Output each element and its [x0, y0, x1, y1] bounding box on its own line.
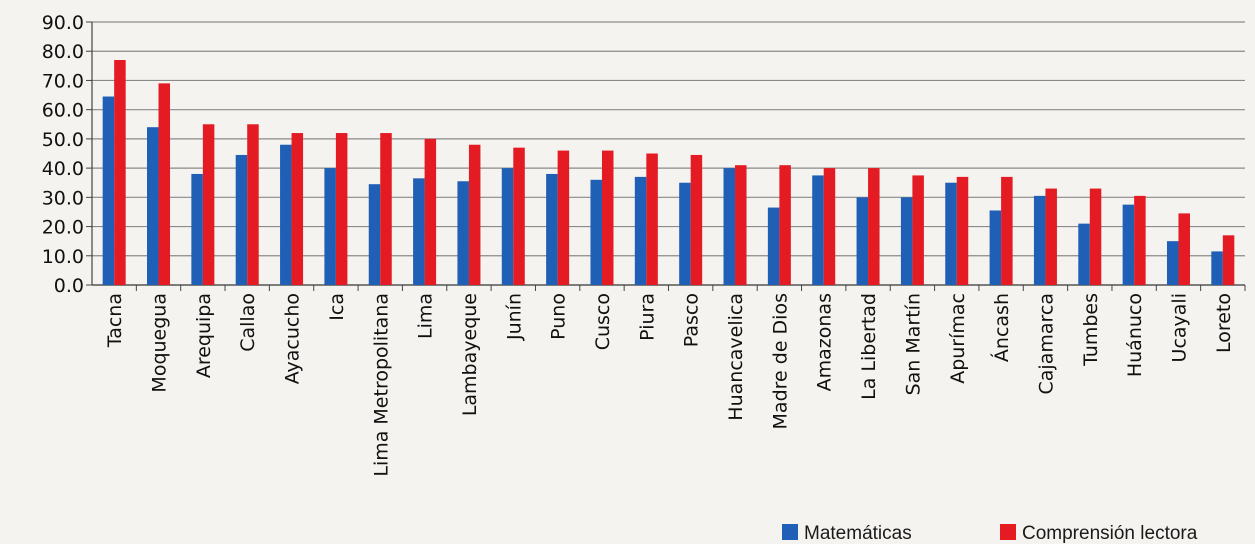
bar-matematicas-20	[989, 210, 1002, 285]
bar-comprension-0	[114, 59, 126, 285]
bar-comprension-11	[601, 150, 614, 285]
bar-matematicas-0	[102, 96, 115, 286]
bar-comprension-8	[468, 144, 481, 285]
bar-comprension-4	[291, 133, 304, 285]
bar-matematicas-2	[191, 173, 203, 285]
y-tick-label: 80.0	[42, 41, 84, 63]
category-label: Ica	[326, 293, 348, 321]
bar-comprension-14	[735, 165, 747, 285]
bar-matematicas-13	[679, 182, 691, 285]
bar-comprension-16	[823, 168, 836, 285]
bar-comprension-17	[868, 168, 880, 285]
category-label: Amazonas	[814, 293, 836, 391]
category-label: Tumbes	[1080, 293, 1102, 367]
bar-matematicas-9	[501, 168, 514, 285]
y-tick-label: 40.0	[42, 158, 84, 180]
bar-matematicas-21	[1033, 195, 1046, 285]
bar-comprension-21	[1045, 188, 1057, 285]
category-label: Ucayali	[1168, 293, 1190, 362]
bar-matematicas-12	[634, 176, 647, 285]
bar-matematicas-19	[945, 182, 957, 285]
bar-matematicas-4	[280, 144, 292, 285]
bar-comprension-3	[247, 124, 259, 286]
category-label: Áncash	[990, 293, 1013, 362]
legend-swatch-comprension	[1000, 524, 1016, 540]
bar-comprension-19	[956, 176, 969, 285]
bar-comprension-10	[557, 150, 570, 285]
category-label: Apurímac	[947, 293, 969, 384]
bar-comprension-22	[1089, 188, 1102, 285]
category-label: Arequipa	[193, 293, 215, 378]
bar-matematicas-23	[1122, 204, 1135, 285]
bar-matematicas-8	[457, 181, 469, 285]
bar-matematicas-22	[1078, 223, 1090, 285]
y-tick-label: 50.0	[42, 129, 84, 151]
category-label: San Martín	[902, 293, 924, 395]
y-tick-label: 70.0	[42, 70, 84, 92]
bar-comprension-9	[513, 147, 525, 285]
bar-comprension-15	[779, 165, 791, 285]
y-tick-label: 0.0	[54, 275, 84, 297]
y-tick-label: 20.0	[42, 217, 84, 239]
category-label: Pasco	[681, 293, 703, 347]
bar-matematicas-17	[856, 197, 869, 285]
bar-comprension-23	[1134, 195, 1146, 285]
bar-matematicas-14	[723, 168, 736, 285]
y-tick-label: 60.0	[42, 100, 84, 122]
bar-matematicas-5	[324, 168, 336, 285]
category-label: La Libertad	[858, 293, 880, 400]
bar-matematicas-11	[590, 179, 602, 285]
bar-comprension-20	[1001, 176, 1013, 285]
category-label: Lima Metropolitana	[370, 293, 392, 477]
bar-comprension-25	[1222, 235, 1235, 285]
bar-matematicas-18	[900, 197, 913, 285]
y-tick-label: 90.0	[42, 12, 84, 34]
category-label: Huancavelica	[725, 293, 747, 421]
bar-matematicas-24	[1166, 241, 1179, 285]
category-label: Lima	[415, 293, 437, 339]
bar-matematicas-3	[235, 154, 248, 285]
category-label: Piura	[636, 293, 658, 341]
y-tick-label: 10.0	[42, 246, 84, 268]
bar-matematicas-7	[413, 178, 425, 285]
bar-matematicas-15	[767, 207, 780, 285]
category-label: Moquegua	[149, 293, 171, 393]
category-label: Ayacucho	[282, 293, 304, 384]
bar-comprension-12	[646, 153, 658, 285]
legend-label: Comprensión lectora	[1022, 523, 1198, 544]
bar-comprension-18	[912, 175, 924, 285]
bar-comprension-6	[380, 133, 392, 285]
bar-comprension-24	[1178, 213, 1190, 285]
bar-comprension-13	[690, 154, 703, 285]
bar-comprension-5	[335, 133, 348, 285]
category-label: Callao	[237, 293, 259, 352]
category-label: Madre de Dios	[769, 293, 791, 429]
category-label: Cusco	[592, 293, 614, 350]
bar-matematicas-25	[1211, 251, 1223, 285]
y-tick-label: 30.0	[42, 187, 84, 209]
bar-comprension-1	[158, 83, 171, 285]
category-label: Tacna	[104, 293, 126, 348]
bar-matematicas-10	[546, 173, 558, 285]
category-label: Huánuco	[1124, 293, 1146, 377]
legend-swatch-matematicas	[782, 524, 798, 540]
category-label: Loreto	[1213, 293, 1235, 353]
category-label: Puno	[548, 293, 570, 340]
category-label: Junín	[503, 293, 525, 341]
bar-matematicas-6	[368, 184, 381, 285]
bar-comprension-2	[202, 124, 215, 286]
category-label: Cajamarca	[1035, 293, 1057, 394]
category-label: Lambayeque	[459, 293, 481, 416]
bar-matematicas-1	[147, 127, 159, 285]
legend-label: Matemáticas	[804, 523, 912, 544]
bar-comprension-7	[424, 138, 437, 285]
bar-matematicas-16	[812, 175, 824, 285]
